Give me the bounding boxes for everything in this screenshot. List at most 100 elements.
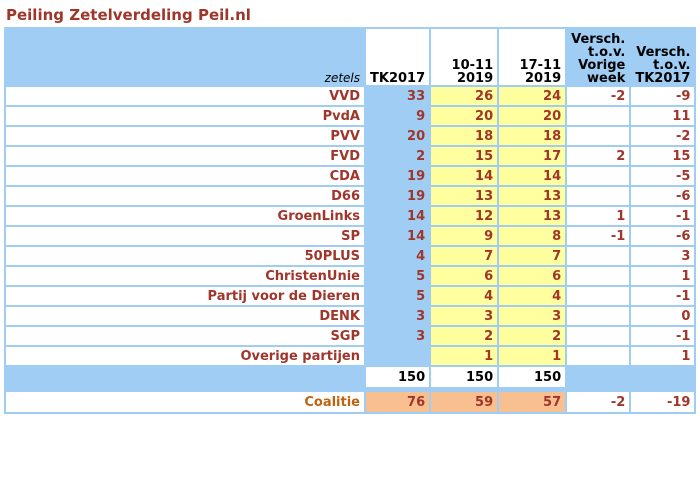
diff-tk2017: -1 — [629, 285, 697, 307]
spacer-row — [4, 388, 697, 391]
seats-tk2017: 3 — [363, 305, 432, 327]
coalition-label: Coalitie — [4, 390, 366, 414]
seats-17-11: 1 — [497, 345, 568, 367]
diff-tk2017: -5 — [629, 165, 697, 187]
seats-10-11: 1 — [429, 345, 500, 367]
party-name: SP — [4, 225, 366, 247]
party-name: Overige partijen — [4, 345, 366, 367]
total-10-11: 150 — [429, 365, 500, 389]
spacer-cell — [629, 388, 697, 391]
seats-17-11: 8 — [497, 225, 568, 247]
diff-tk2017: -2 — [629, 125, 697, 147]
seats-10-11: 18 — [429, 125, 500, 147]
header-tk2017: TK2017 — [363, 27, 432, 87]
total-row: 150 150 150 — [4, 365, 697, 389]
table-row: ChristenUnie 5 6 6 1 — [4, 265, 697, 287]
seats-17-11: 2 — [497, 325, 568, 347]
seats-tk2017: 4 — [363, 245, 432, 267]
seats-10-11: 3 — [429, 305, 500, 327]
seats-tk2017: 5 — [363, 265, 432, 287]
page-title: Peiling Zetelverdeling Peil.nl — [6, 6, 251, 24]
table-row: D66 19 13 13 -6 — [4, 185, 697, 207]
header-diff-week-l3: Vorige — [578, 58, 626, 73]
table-row: FVD 2 15 17 2 15 — [4, 145, 697, 167]
diff-week — [565, 345, 632, 367]
header-diff-week-l1: Versch. — [571, 32, 626, 47]
header-diff-week-l4: week — [587, 71, 626, 86]
table-row: PVV 20 18 18 -2 — [4, 125, 697, 147]
party-name: SGP — [4, 325, 366, 347]
seats-tk2017: 14 — [363, 205, 432, 227]
diff-week — [565, 105, 632, 127]
spacer-cell — [429, 388, 500, 391]
party-name: D66 — [4, 185, 366, 207]
seats-10-11: 4 — [429, 285, 500, 307]
header-diff-tk: Versch. t.o.v. TK2017 — [629, 27, 697, 87]
header-diff-week: Versch. t.o.v. Vorige week — [565, 27, 632, 87]
party-name: CDA — [4, 165, 366, 187]
diff-week: -1 — [565, 225, 632, 247]
header-diff-tk-l3: TK2017 — [635, 71, 691, 86]
table-row: GroenLinks 14 12 13 1 -1 — [4, 205, 697, 227]
header-col-b: 17-11 2019 — [497, 27, 568, 87]
diff-week — [565, 245, 632, 267]
diff-tk2017: -6 — [629, 185, 697, 207]
seats-tk2017: 14 — [363, 225, 432, 247]
party-name: PvdA — [4, 105, 366, 127]
diff-tk2017: 15 — [629, 145, 697, 167]
seats-tk2017: 2 — [363, 145, 432, 167]
diff-tk2017: -1 — [629, 325, 697, 347]
seats-10-11: 15 — [429, 145, 500, 167]
seats-tk2017: 20 — [363, 125, 432, 147]
diff-tk2017: -6 — [629, 225, 697, 247]
coalition-10-11: 59 — [429, 390, 500, 414]
party-name: 50PLUS — [4, 245, 366, 267]
total-empty-tk — [629, 365, 697, 389]
diff-tk2017: 11 — [629, 105, 697, 127]
coalition-row: Coalitie 76 59 57 -2 -19 — [4, 390, 697, 414]
table-row: SP 14 9 8 -1 -6 — [4, 225, 697, 247]
table-row: PvdA 9 20 20 11 — [4, 105, 697, 127]
header-col-b-line1: 17-11 — [519, 58, 562, 73]
seats-tk2017: 33 — [363, 85, 432, 107]
spacer-cell — [565, 388, 632, 391]
seat-table: zetels TK2017 10-11 2019 17-11 2019 Versch… — [4, 27, 697, 414]
seats-tk2017: 5 — [363, 285, 432, 307]
party-name: GroenLinks — [4, 205, 366, 227]
seats-17-11: 4 — [497, 285, 568, 307]
seats-17-11: 18 — [497, 125, 568, 147]
seats-17-11: 17 — [497, 145, 568, 167]
seats-10-11: 6 — [429, 265, 500, 287]
table-row: DENK 3 3 3 0 — [4, 305, 697, 327]
diff-tk2017: 1 — [629, 265, 697, 287]
diff-week: -2 — [565, 85, 632, 107]
header-diff-tk-l1: Versch. — [636, 45, 691, 60]
seats-10-11: 9 — [429, 225, 500, 247]
coalition-17-11: 57 — [497, 390, 568, 414]
total-empty-week — [565, 365, 632, 389]
table-row: CDA 19 14 14 -5 — [4, 165, 697, 187]
spacer-cell — [363, 388, 432, 391]
seats-tk2017: 9 — [363, 105, 432, 127]
table-row: 50PLUS 4 7 7 3 — [4, 245, 697, 267]
table-row: Overige partijen 1 1 1 — [4, 345, 697, 367]
coalition-tk2017: 76 — [363, 390, 432, 414]
party-name: PVV — [4, 125, 366, 147]
diff-week — [565, 125, 632, 147]
seats-10-11: 20 — [429, 105, 500, 127]
seats-17-11: 6 — [497, 265, 568, 287]
diff-week — [565, 165, 632, 187]
diff-tk2017: 0 — [629, 305, 697, 327]
seats-tk2017 — [363, 345, 432, 367]
table-row: VVD 33 26 24 -2 -9 — [4, 85, 697, 107]
seats-17-11: 24 — [497, 85, 568, 107]
seats-10-11: 7 — [429, 245, 500, 267]
seats-tk2017: 3 — [363, 325, 432, 347]
party-name: FVD — [4, 145, 366, 167]
seats-10-11: 14 — [429, 165, 500, 187]
header-col-b-line2: 2019 — [524, 71, 562, 86]
party-name: DENK — [4, 305, 366, 327]
diff-week — [565, 285, 632, 307]
diff-week: 2 — [565, 145, 632, 167]
seats-tk2017: 19 — [363, 185, 432, 207]
